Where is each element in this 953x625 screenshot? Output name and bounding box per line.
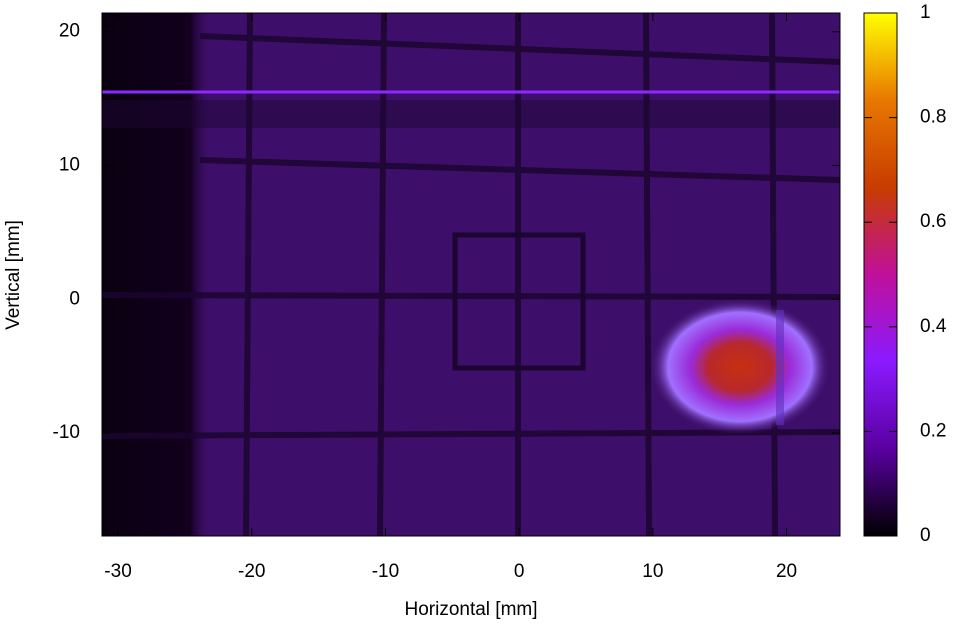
colorbar-tick-label: 0.4 <box>920 316 947 337</box>
x-tick-label: -20 <box>238 561 265 582</box>
x-tick-label: -30 <box>104 561 131 582</box>
y-tick-label: 10 <box>59 155 80 176</box>
colorbar-tick-label: 0.2 <box>920 420 946 441</box>
x-tick-label: -10 <box>372 561 399 582</box>
colorbar-tick-label: 0.6 <box>920 211 946 232</box>
colorbar-tick-label: 0 <box>920 525 931 546</box>
y-tick-label: 20 <box>59 21 80 42</box>
heatmap-image <box>101 12 841 537</box>
x-axis-label: Horizontal [mm] <box>404 599 537 620</box>
x-tick-label: 0 <box>514 561 525 582</box>
x-tick-label: 10 <box>642 561 663 582</box>
colorbar-tick-label: 0.8 <box>920 107 946 128</box>
colorbar <box>863 12 898 537</box>
y-tick-label: -10 <box>53 422 80 443</box>
plot-frame <box>101 12 841 537</box>
y-axis-label: Vertical [mm] <box>3 220 24 330</box>
x-tick-label: 20 <box>776 561 797 582</box>
colorbar-tick-label: 1 <box>920 2 931 23</box>
y-tick-label: 0 <box>69 288 80 309</box>
